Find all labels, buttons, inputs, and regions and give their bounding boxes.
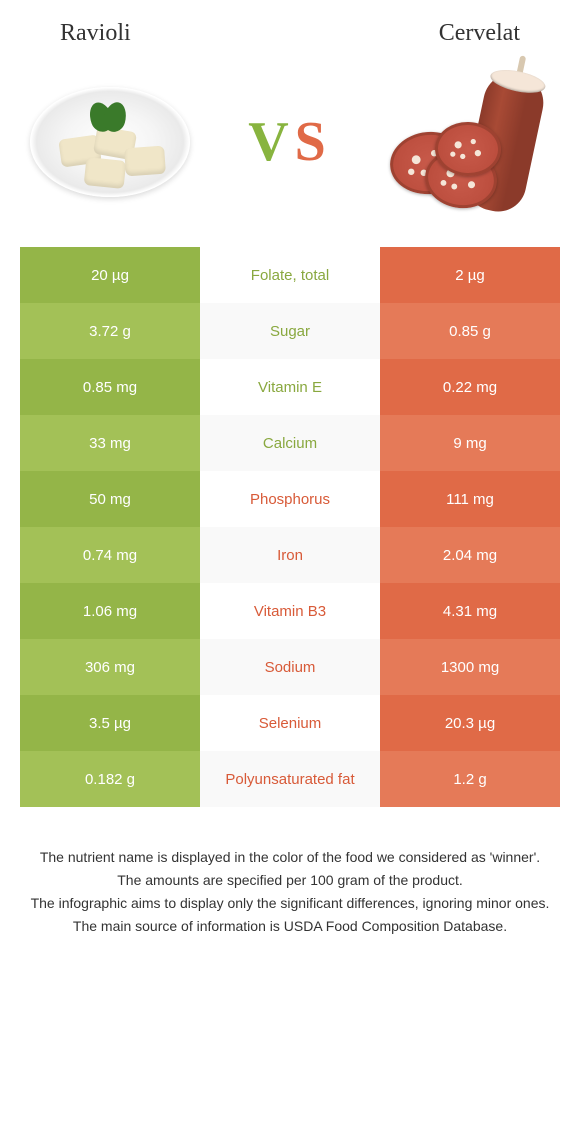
table-row: 306 mgSodium1300 mg <box>20 639 560 695</box>
right-value-cell: 111 mg <box>380 471 560 527</box>
nutrient-label-cell: Folate, total <box>200 247 380 303</box>
footer-line: The main source of information is USDA F… <box>30 916 550 937</box>
cervelat-image <box>380 72 560 212</box>
left-value-cell: 3.72 g <box>20 303 200 359</box>
footer-line: The nutrient name is displayed in the co… <box>30 847 550 868</box>
right-value-cell: 2.04 mg <box>380 527 560 583</box>
nutrient-label-cell: Vitamin B3 <box>200 583 380 639</box>
table-row: 0.85 mgVitamin E0.22 mg <box>20 359 560 415</box>
nutrient-label-cell: Vitamin E <box>200 359 380 415</box>
table-row: 50 mgPhosphorus111 mg <box>20 471 560 527</box>
right-value-cell: 1300 mg <box>380 639 560 695</box>
right-value-cell: 0.85 g <box>380 303 560 359</box>
right-value-cell: 2 µg <box>380 247 560 303</box>
nutrient-table: 20 µgFolate, total2 µg3.72 gSugar0.85 g0… <box>0 247 580 807</box>
left-value-cell: 50 mg <box>20 471 200 527</box>
table-row: 20 µgFolate, total2 µg <box>20 247 560 303</box>
left-value-cell: 306 mg <box>20 639 200 695</box>
images-row: VS <box>0 57 580 247</box>
left-value-cell: 0.85 mg <box>20 359 200 415</box>
left-value-cell: 20 µg <box>20 247 200 303</box>
nutrient-label-cell: Sugar <box>200 303 380 359</box>
table-row: 3.72 gSugar0.85 g <box>20 303 560 359</box>
vs-label: VS <box>248 110 332 174</box>
table-row: 33 mgCalcium9 mg <box>20 415 560 471</box>
right-value-cell: 1.2 g <box>380 751 560 807</box>
right-value-cell: 9 mg <box>380 415 560 471</box>
table-row: 0.182 gPolyunsaturated fat1.2 g <box>20 751 560 807</box>
nutrient-label-cell: Polyunsaturated fat <box>200 751 380 807</box>
left-food-title: Ravioli <box>60 20 131 47</box>
right-value-cell: 20.3 µg <box>380 695 560 751</box>
nutrient-label-cell: Phosphorus <box>200 471 380 527</box>
table-row: 1.06 mgVitamin B34.31 mg <box>20 583 560 639</box>
right-food-title: Cervelat <box>439 20 520 47</box>
left-value-cell: 0.74 mg <box>20 527 200 583</box>
footer-line: The infographic aims to display only the… <box>30 893 550 914</box>
right-value-cell: 4.31 mg <box>380 583 560 639</box>
nutrient-label-cell: Selenium <box>200 695 380 751</box>
table-row: 3.5 µgSelenium20.3 µg <box>20 695 560 751</box>
left-value-cell: 3.5 µg <box>20 695 200 751</box>
table-row: 0.74 mgIron2.04 mg <box>20 527 560 583</box>
header: Ravioli Cervelat <box>0 0 580 57</box>
nutrient-label-cell: Iron <box>200 527 380 583</box>
nutrient-label-cell: Calcium <box>200 415 380 471</box>
footer-line: The amounts are specified per 100 gram o… <box>30 870 550 891</box>
left-value-cell: 33 mg <box>20 415 200 471</box>
nutrient-label-cell: Sodium <box>200 639 380 695</box>
right-value-cell: 0.22 mg <box>380 359 560 415</box>
ravioli-image <box>20 72 200 212</box>
left-value-cell: 0.182 g <box>20 751 200 807</box>
footer-notes: The nutrient name is displayed in the co… <box>0 807 580 959</box>
left-value-cell: 1.06 mg <box>20 583 200 639</box>
